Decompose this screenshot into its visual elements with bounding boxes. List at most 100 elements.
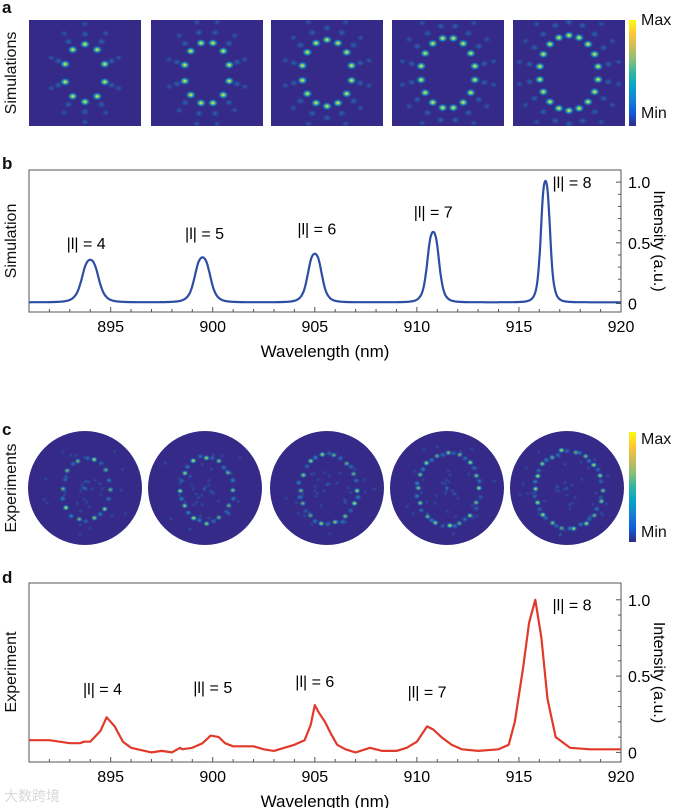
- mode-lobe: [472, 472, 480, 479]
- speckle: [491, 478, 497, 484]
- y-tick-label: 0.5: [628, 669, 650, 686]
- mode-lobe: [289, 79, 299, 87]
- speckle: [604, 501, 610, 507]
- mode-lobe: [63, 467, 71, 474]
- mode-lobe: [114, 54, 123, 62]
- colorbar-max-label: Max: [641, 12, 672, 29]
- speckle: [298, 472, 304, 478]
- speckle: [327, 531, 333, 537]
- mode-lobe: [90, 456, 98, 463]
- mode-lobe: [322, 114, 332, 122]
- speckle: [424, 510, 430, 516]
- mode-lobe: [213, 20, 222, 26]
- speckle: [337, 470, 343, 476]
- colorbar-simulations: [629, 20, 636, 126]
- experiment-mode-image-l4: [28, 431, 142, 545]
- speckle: [98, 492, 104, 498]
- speckle: [86, 504, 92, 510]
- panel-label-c: c: [2, 420, 12, 439]
- speckle: [68, 452, 74, 458]
- speckle: [578, 460, 584, 466]
- mode-lobe: [448, 103, 459, 112]
- mode-lobe: [352, 477, 360, 484]
- mode-lobe: [557, 447, 565, 454]
- mode-lobe: [553, 104, 564, 113]
- mode-lobe: [589, 87, 600, 96]
- mode-lobe: [337, 109, 347, 117]
- speckle: [176, 475, 182, 481]
- colorbar-experiments: [629, 432, 636, 542]
- mode-lobe: [538, 87, 549, 96]
- mode-lobe: [582, 10, 590, 16]
- spectrum-chart-b: 895 900 905 910 915 920 0 0.5 1.0 Wavelength (nm)…: [28, 169, 667, 361]
- mode-lobe: [407, 60, 417, 68]
- mode-lobe: [179, 77, 190, 86]
- mode-lobe: [189, 457, 197, 464]
- mode-lobe: [172, 58, 182, 66]
- speckle: [109, 512, 115, 518]
- speckle: [119, 467, 125, 473]
- mode-lobe: [336, 455, 344, 462]
- mode-lobe: [565, 134, 573, 140]
- speckle: [563, 486, 569, 492]
- mode-lobe: [489, 58, 498, 65]
- experiment-mode-image-l6: [270, 431, 384, 545]
- mode-lobe: [489, 81, 498, 88]
- speckle: [97, 481, 103, 487]
- mode-lobe: [577, 521, 585, 528]
- speckle: [457, 521, 463, 527]
- panel-label-d: d: [2, 568, 13, 587]
- mode-lobe: [295, 479, 303, 486]
- mode-lobe: [195, 517, 203, 524]
- experiment-mode-image-l8: [510, 431, 624, 545]
- mode-lobe: [515, 80, 524, 88]
- mode-lobe: [176, 487, 184, 494]
- plot-frame: [28, 169, 622, 313]
- speckle: [371, 486, 377, 492]
- speckle: [62, 488, 68, 494]
- speckle: [564, 492, 570, 498]
- mode-lobe: [210, 109, 220, 118]
- mode-lobe: [544, 97, 555, 106]
- mode-lobe: [474, 42, 484, 51]
- mode-lobe: [364, 82, 373, 89]
- mode-lobe: [60, 77, 71, 86]
- mode-lobe: [474, 95, 484, 104]
- speckle: [211, 452, 217, 458]
- x-tick-label: 910: [404, 319, 431, 336]
- mode-lobe: [175, 32, 184, 39]
- speckle: [442, 491, 448, 497]
- mode-lobe: [525, 78, 535, 86]
- mode-lobe: [469, 20, 478, 27]
- mode-lobe: [593, 75, 604, 84]
- mode-lobe: [436, 22, 446, 30]
- mode-lobe: [181, 470, 189, 477]
- mode-lobe: [437, 103, 448, 112]
- speckle: [567, 505, 573, 511]
- mode-lobe: [322, 102, 332, 111]
- speckle: [450, 491, 456, 497]
- mode-lobe: [614, 58, 623, 66]
- mode-lobe: [105, 495, 113, 502]
- mode-lobe: [312, 454, 320, 461]
- mode-lobe: [416, 500, 424, 507]
- mode-lobe: [99, 77, 110, 86]
- speckle: [112, 449, 118, 455]
- mode-lobe: [82, 518, 90, 525]
- watermark: 大数跨境: [4, 788, 60, 804]
- mode-lobe: [230, 32, 239, 39]
- mode-lobe: [534, 473, 542, 480]
- mode-lobe: [63, 100, 73, 109]
- experiment-mode-image-l5: [148, 431, 262, 545]
- mode-lobe: [531, 478, 539, 485]
- mode-lobe: [346, 76, 357, 85]
- mode-lobe: [450, 450, 458, 457]
- mode-lobe: [80, 40, 90, 49]
- speckle: [562, 480, 568, 486]
- mode-lobe: [353, 487, 361, 494]
- speckle: [187, 526, 193, 532]
- speckle: [410, 511, 416, 517]
- mode-lobe: [412, 42, 422, 51]
- mode-lobe: [428, 457, 436, 464]
- speckle: [123, 511, 129, 517]
